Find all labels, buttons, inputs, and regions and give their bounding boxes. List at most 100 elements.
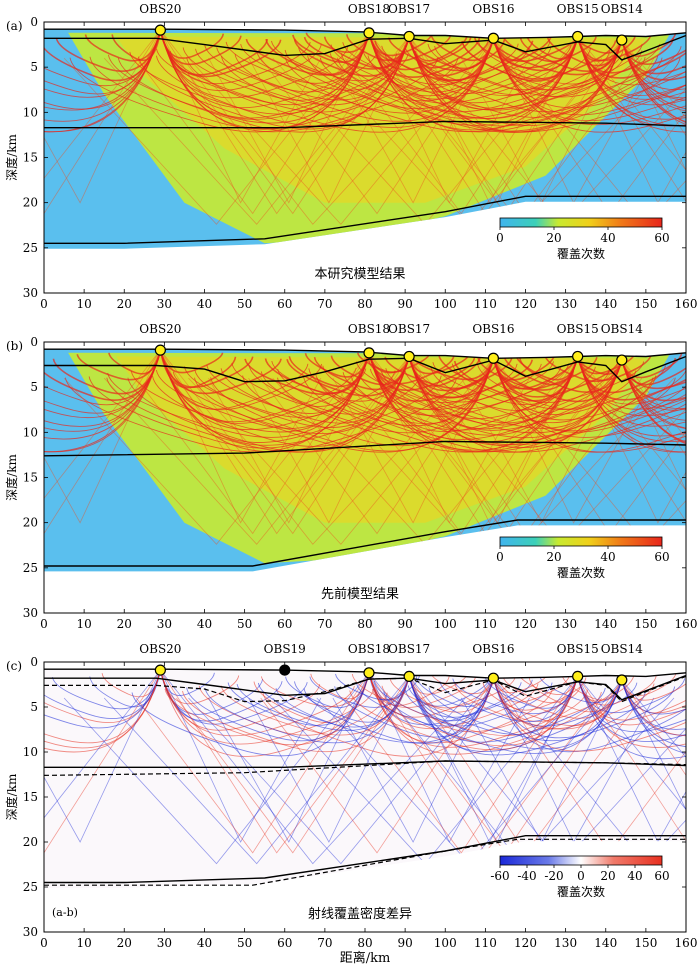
station-marker-obs16[interactable] <box>487 672 499 684</box>
panel-label: (c) <box>6 659 22 673</box>
basement-prev-line <box>44 675 687 703</box>
ray-trace <box>577 676 686 713</box>
station-marker-obs16[interactable] <box>487 352 499 364</box>
x-tick-label: 120 <box>514 297 537 311</box>
ray-trace <box>164 672 370 746</box>
station-marker-obs18[interactable] <box>363 27 375 39</box>
ray-trace <box>621 39 686 81</box>
ray-fan-obs14 <box>316 352 686 545</box>
x-tick-label: 110 <box>474 617 497 631</box>
colorbar-tick-label: 60 <box>654 550 669 564</box>
ray-trace <box>621 359 686 545</box>
ray-trace <box>434 39 623 97</box>
ray-trace <box>159 349 282 395</box>
ray-trace <box>621 679 686 757</box>
ray-trace <box>577 36 686 225</box>
x-tick-label: 100 <box>434 936 457 950</box>
station-marker-obs16[interactable] <box>487 32 499 44</box>
ray-trace <box>195 36 410 106</box>
ray-trace <box>492 358 686 421</box>
ray-trace <box>389 677 494 713</box>
ray-trace <box>477 356 579 391</box>
x-tick-label: 80 <box>357 617 372 631</box>
station-marker-obs20[interactable] <box>154 344 166 356</box>
colorbar: 0 20 40 60 覆盖次数 <box>496 214 670 265</box>
x-tick-label: 110 <box>474 936 497 950</box>
ray-trace <box>367 358 495 399</box>
station-label-obs15: OBS15 <box>557 322 599 336</box>
x-tick-label: 160 <box>675 297 698 311</box>
station-marker-obs18[interactable] <box>363 667 375 679</box>
ray-trace <box>621 673 686 701</box>
ray-trace <box>621 39 686 101</box>
station-marker-obs20[interactable] <box>154 664 166 676</box>
ray-trace <box>303 678 494 744</box>
panel-1: 0 10 20 30 40 50 60 70 80 90 100 110 120 130 140 150 160… <box>4 322 697 631</box>
ray-trace <box>576 353 652 382</box>
station-label-obs18: OBS18 <box>348 642 390 656</box>
ray-trace <box>286 356 410 397</box>
ray-trace <box>176 356 410 535</box>
ray-trace <box>44 349 161 440</box>
ray-trace <box>430 672 494 695</box>
ray-trace <box>362 36 579 109</box>
y-tick-label: 30 <box>23 925 38 939</box>
ray-trace <box>63 32 370 225</box>
ray-trace <box>577 356 686 535</box>
ray-trace <box>577 356 686 453</box>
ray-trace <box>621 39 686 215</box>
colorbar-tick-label: 40 <box>627 869 642 883</box>
station-marker-obs19[interactable] <box>279 664 291 676</box>
colorbar-tick-label: 20 <box>600 869 615 883</box>
station-marker-obs15[interactable] <box>572 350 584 363</box>
station-marker-obs17[interactable] <box>403 670 415 683</box>
ray-trace <box>621 359 686 524</box>
y-axis-label: 深度/km <box>4 773 19 820</box>
x-tick-label: 100 <box>434 617 457 631</box>
ray-trace <box>368 32 530 204</box>
station-marker-obs17[interactable] <box>403 350 415 363</box>
y-tick-label: 25 <box>23 880 38 894</box>
x-tick-label: 50 <box>237 617 252 631</box>
ray-trace <box>63 672 370 865</box>
ray-trace <box>310 672 370 700</box>
station-marker-obs20[interactable] <box>154 24 166 36</box>
station-marker-obs18[interactable] <box>363 347 375 359</box>
x-tick-label: 30 <box>157 297 172 311</box>
ray-trace <box>492 678 676 739</box>
ray-trace <box>342 38 494 86</box>
x-tick-label: 70 <box>317 617 332 631</box>
y-tick-label: 10 <box>23 105 38 119</box>
ray-trace <box>451 359 623 410</box>
y-tick-label: 20 <box>23 196 38 210</box>
ray-trace <box>368 32 663 133</box>
station-marker-obs15[interactable] <box>572 30 584 43</box>
x-tick-label: 90 <box>397 617 412 631</box>
station-marker-obs14[interactable] <box>616 34 628 46</box>
y-axis-label: 深度/km <box>4 134 19 181</box>
ray-trace <box>277 356 579 453</box>
ray-trace <box>383 679 623 754</box>
ray-fan-obs18 <box>63 672 675 865</box>
y-axis-label: 深度/km <box>4 454 19 501</box>
station-label-obs18: OBS18 <box>348 2 390 16</box>
station-marker-obs14[interactable] <box>616 354 628 366</box>
ray-trace <box>135 672 370 854</box>
ray-trace <box>621 359 686 430</box>
station-label-obs17: OBS17 <box>388 2 430 16</box>
ray-trace <box>44 349 161 453</box>
x-tick-label: 100 <box>434 297 457 311</box>
ray-trace <box>408 356 570 524</box>
x-tick-label: 50 <box>237 936 252 950</box>
ray-trace <box>621 679 686 748</box>
station-marker-obs17[interactable] <box>403 30 415 43</box>
x-tick-label: 130 <box>554 617 577 631</box>
x-tick-label: 20 <box>117 936 132 950</box>
ray-trace <box>44 349 161 419</box>
x-tick-label: 30 <box>157 617 172 631</box>
station-marker-obs15[interactable] <box>572 670 584 683</box>
ray-trace <box>208 672 370 843</box>
station-marker-obs14[interactable] <box>616 674 628 686</box>
ray-trace <box>240 36 410 91</box>
colorbar-tick-label: 0 <box>577 869 585 883</box>
